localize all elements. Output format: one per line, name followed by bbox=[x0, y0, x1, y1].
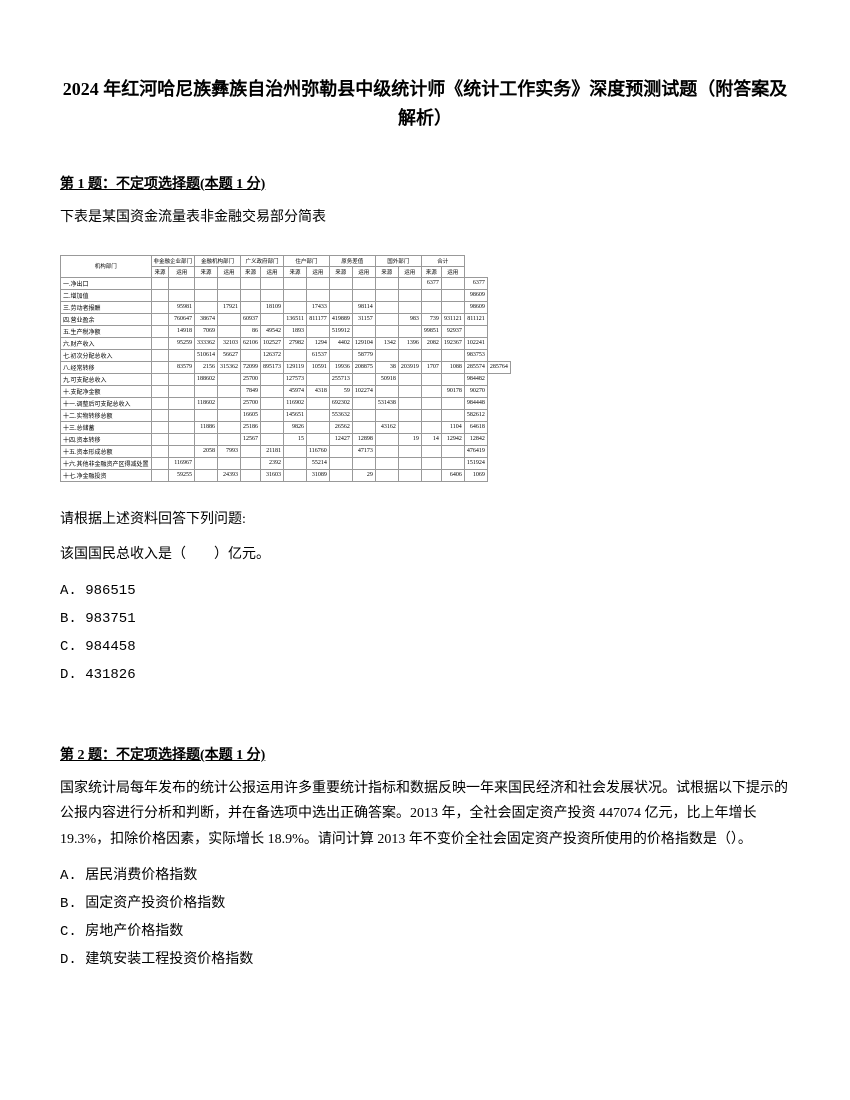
q1-options: A. 986515 B. 983751 C. 984458 D. 431826 bbox=[60, 577, 790, 689]
data-table-container: 机构部门非金融企业部门金融机构部门广义政府部门住户部门原务差值国外部门合计来源运… bbox=[60, 255, 790, 482]
q1-option-c: C. 984458 bbox=[60, 633, 790, 661]
q1-option-a: A. 986515 bbox=[60, 577, 790, 605]
page-title: 2024 年红河哈尼族彝族自治州弥勒县中级统计师《统计工作实务》深度预测试题（附… bbox=[60, 75, 790, 133]
q2-header: 第 2 题：不定项选择题(本题 1 分) bbox=[60, 744, 790, 764]
q2-option-a: A. 居民消费价格指数 bbox=[60, 862, 790, 890]
q2-options: A. 居民消费价格指数 B. 固定资产投资价格指数 C. 房地产价格指数 D. … bbox=[60, 862, 790, 974]
q1-prompt2: 该国国民总收入是（ ）亿元。 bbox=[60, 542, 790, 567]
q2-option-d: D. 建筑安装工程投资价格指数 bbox=[60, 946, 790, 974]
q1-header-type: 不定项选择题(本题 1 分) bbox=[116, 177, 265, 192]
q2-header-type: 不定项选择题(本题 1 分) bbox=[116, 748, 265, 763]
fund-flow-table: 机构部门非金融企业部门金融机构部门广义政府部门住户部门原务差值国外部门合计来源运… bbox=[60, 255, 511, 482]
q1-prompt1: 请根据上述资料回答下列问题: bbox=[60, 507, 790, 532]
q1-header: 第 1 题：不定项选择题(本题 1 分) bbox=[60, 173, 790, 193]
q1-header-prefix: 第 1 题： bbox=[60, 177, 116, 192]
q2-text: 国家统计局每年发布的统计公报运用许多重要统计指标和数据反映一年来国民经济和社会发… bbox=[60, 776, 790, 852]
q1-option-d: D. 431826 bbox=[60, 661, 790, 689]
q2-header-prefix: 第 2 题： bbox=[60, 748, 116, 763]
q2-option-c: C. 房地产价格指数 bbox=[60, 918, 790, 946]
q1-intro: 下表是某国资金流量表非金融交易部分简表 bbox=[60, 205, 790, 230]
q1-option-b: B. 983751 bbox=[60, 605, 790, 633]
q2-option-b: B. 固定资产投资价格指数 bbox=[60, 890, 790, 918]
